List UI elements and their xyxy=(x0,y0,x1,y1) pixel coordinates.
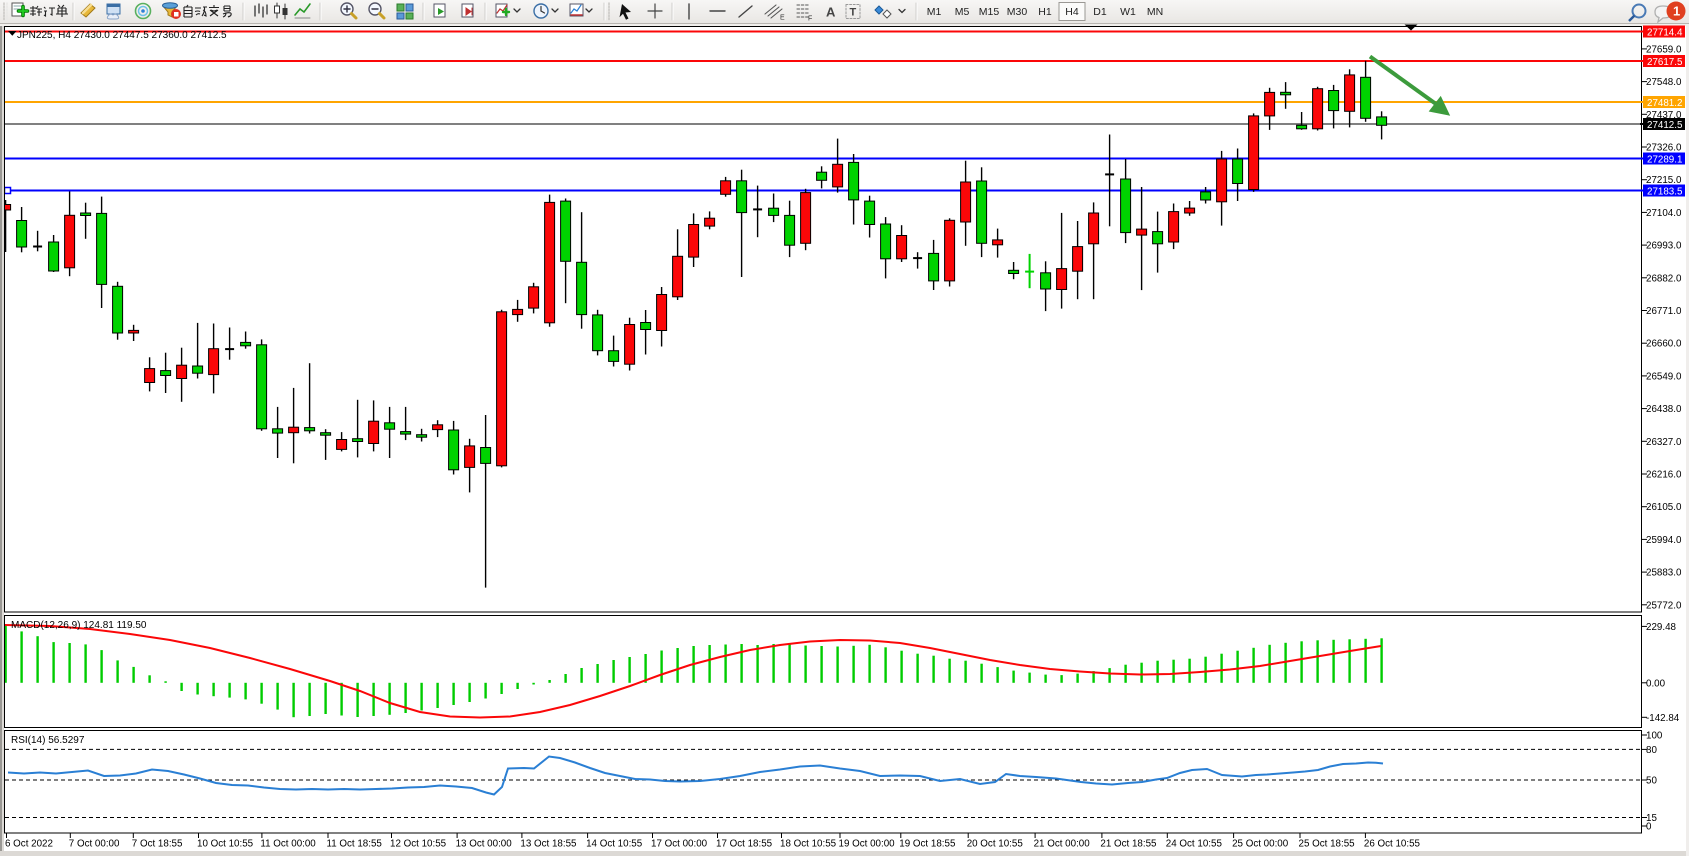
svg-text:F: F xyxy=(808,16,812,23)
svg-text:27289.1: 27289.1 xyxy=(1647,154,1682,165)
svg-text:26216.0: 26216.0 xyxy=(1646,470,1682,481)
svg-text:26 Oct 10:55: 26 Oct 10:55 xyxy=(1364,839,1421,850)
svg-text:26549.0: 26549.0 xyxy=(1646,371,1682,382)
svg-text:12 Oct 10:55: 12 Oct 10:55 xyxy=(390,839,447,850)
svg-text:27659.0: 27659.0 xyxy=(1646,44,1682,55)
svg-text:17 Oct 00:00: 17 Oct 00:00 xyxy=(651,839,708,850)
svg-text:15: 15 xyxy=(1646,813,1657,824)
svg-text:M30: M30 xyxy=(1007,6,1028,18)
svg-text:25 Oct 18:55: 25 Oct 18:55 xyxy=(1299,839,1356,850)
svg-text:6 Oct 2022: 6 Oct 2022 xyxy=(5,839,53,850)
svg-text:M1: M1 xyxy=(927,6,942,18)
svg-text:11 Oct 18:55: 11 Oct 18:55 xyxy=(327,839,383,850)
svg-text:T: T xyxy=(850,7,857,19)
svg-text:27412.5: 27412.5 xyxy=(1647,120,1683,131)
svg-text:27714.4: 27714.4 xyxy=(1647,27,1683,38)
svg-text:E: E xyxy=(780,15,785,22)
svg-text:26327.0: 26327.0 xyxy=(1646,437,1682,448)
svg-text:20 Oct 10:55: 20 Oct 10:55 xyxy=(967,839,1024,850)
svg-text:M15: M15 xyxy=(979,6,1000,18)
svg-text:RSI(14) 56.5297: RSI(14) 56.5297 xyxy=(11,735,85,746)
svg-text:26771.0: 26771.0 xyxy=(1646,306,1682,317)
svg-text:26105.0: 26105.0 xyxy=(1646,502,1682,513)
svg-text:-142.84: -142.84 xyxy=(1646,713,1680,724)
svg-text:27326.0: 27326.0 xyxy=(1646,143,1682,154)
svg-text:25883.0: 25883.0 xyxy=(1646,568,1682,579)
svg-text:27617.5: 27617.5 xyxy=(1647,57,1683,68)
svg-text:27437.0: 27437.0 xyxy=(1646,110,1682,121)
svg-text:17 Oct 18:55: 17 Oct 18:55 xyxy=(716,839,773,850)
svg-text:26438.0: 26438.0 xyxy=(1646,404,1682,415)
svg-text:MACD(12,26,9) 124.81 119.50: MACD(12,26,9) 124.81 119.50 xyxy=(11,620,147,631)
svg-text:26993.0: 26993.0 xyxy=(1646,241,1682,252)
svg-text:27548.0: 27548.0 xyxy=(1646,77,1682,88)
svg-text:50: 50 xyxy=(1646,776,1657,787)
svg-text:229.48: 229.48 xyxy=(1646,622,1677,633)
svg-text:27104.0: 27104.0 xyxy=(1646,208,1682,219)
svg-text:H1: H1 xyxy=(1038,6,1052,18)
svg-text:10 Oct 10:55: 10 Oct 10:55 xyxy=(197,839,254,850)
svg-text:14 Oct 10:55: 14 Oct 10:55 xyxy=(586,839,643,850)
svg-text:80: 80 xyxy=(1646,745,1657,756)
svg-text:MN: MN xyxy=(1147,6,1163,18)
svg-text:25772.0: 25772.0 xyxy=(1646,600,1682,611)
svg-text:13 Oct 00:00: 13 Oct 00:00 xyxy=(456,839,513,850)
svg-text:27481.2: 27481.2 xyxy=(1647,98,1682,109)
svg-text:100: 100 xyxy=(1646,731,1663,742)
svg-text:27215.0: 27215.0 xyxy=(1646,175,1682,186)
svg-text:26882.0: 26882.0 xyxy=(1646,273,1682,284)
svg-text:D1: D1 xyxy=(1093,6,1107,18)
svg-text:H4: H4 xyxy=(1065,6,1079,18)
svg-text:24 Oct 10:55: 24 Oct 10:55 xyxy=(1166,839,1223,850)
svg-text:25 Oct 00:00: 25 Oct 00:00 xyxy=(1232,839,1289,850)
svg-text:27183.5: 27183.5 xyxy=(1647,186,1683,197)
svg-text:7 Oct 18:55: 7 Oct 18:55 xyxy=(132,839,183,850)
svg-text:26660.0: 26660.0 xyxy=(1646,339,1682,350)
svg-text:7 Oct 00:00: 7 Oct 00:00 xyxy=(69,839,120,850)
svg-text:25994.0: 25994.0 xyxy=(1646,535,1682,546)
svg-text:11 Oct 00:00: 11 Oct 00:00 xyxy=(260,839,316,850)
svg-text:W1: W1 xyxy=(1120,6,1136,18)
svg-text:A: A xyxy=(826,5,836,20)
svg-text:19 Oct 18:55: 19 Oct 18:55 xyxy=(899,839,956,850)
svg-text:0: 0 xyxy=(1646,822,1652,833)
svg-text:18 Oct 10:55: 18 Oct 10:55 xyxy=(780,839,837,850)
svg-text:19 Oct 00:00: 19 Oct 00:00 xyxy=(839,839,896,850)
svg-text:M5: M5 xyxy=(955,6,970,18)
svg-text:21 Oct 00:00: 21 Oct 00:00 xyxy=(1034,839,1091,850)
svg-text:21 Oct 18:55: 21 Oct 18:55 xyxy=(1100,839,1157,850)
svg-text:1: 1 xyxy=(1673,4,1680,19)
svg-text:13 Oct 18:55: 13 Oct 18:55 xyxy=(520,839,577,850)
svg-text:JPN225, H4 27430.0 27447.5 27: JPN225, H4 27430.0 27447.5 27360.0 27412… xyxy=(17,30,227,41)
svg-text:0.00: 0.00 xyxy=(1646,678,1666,689)
